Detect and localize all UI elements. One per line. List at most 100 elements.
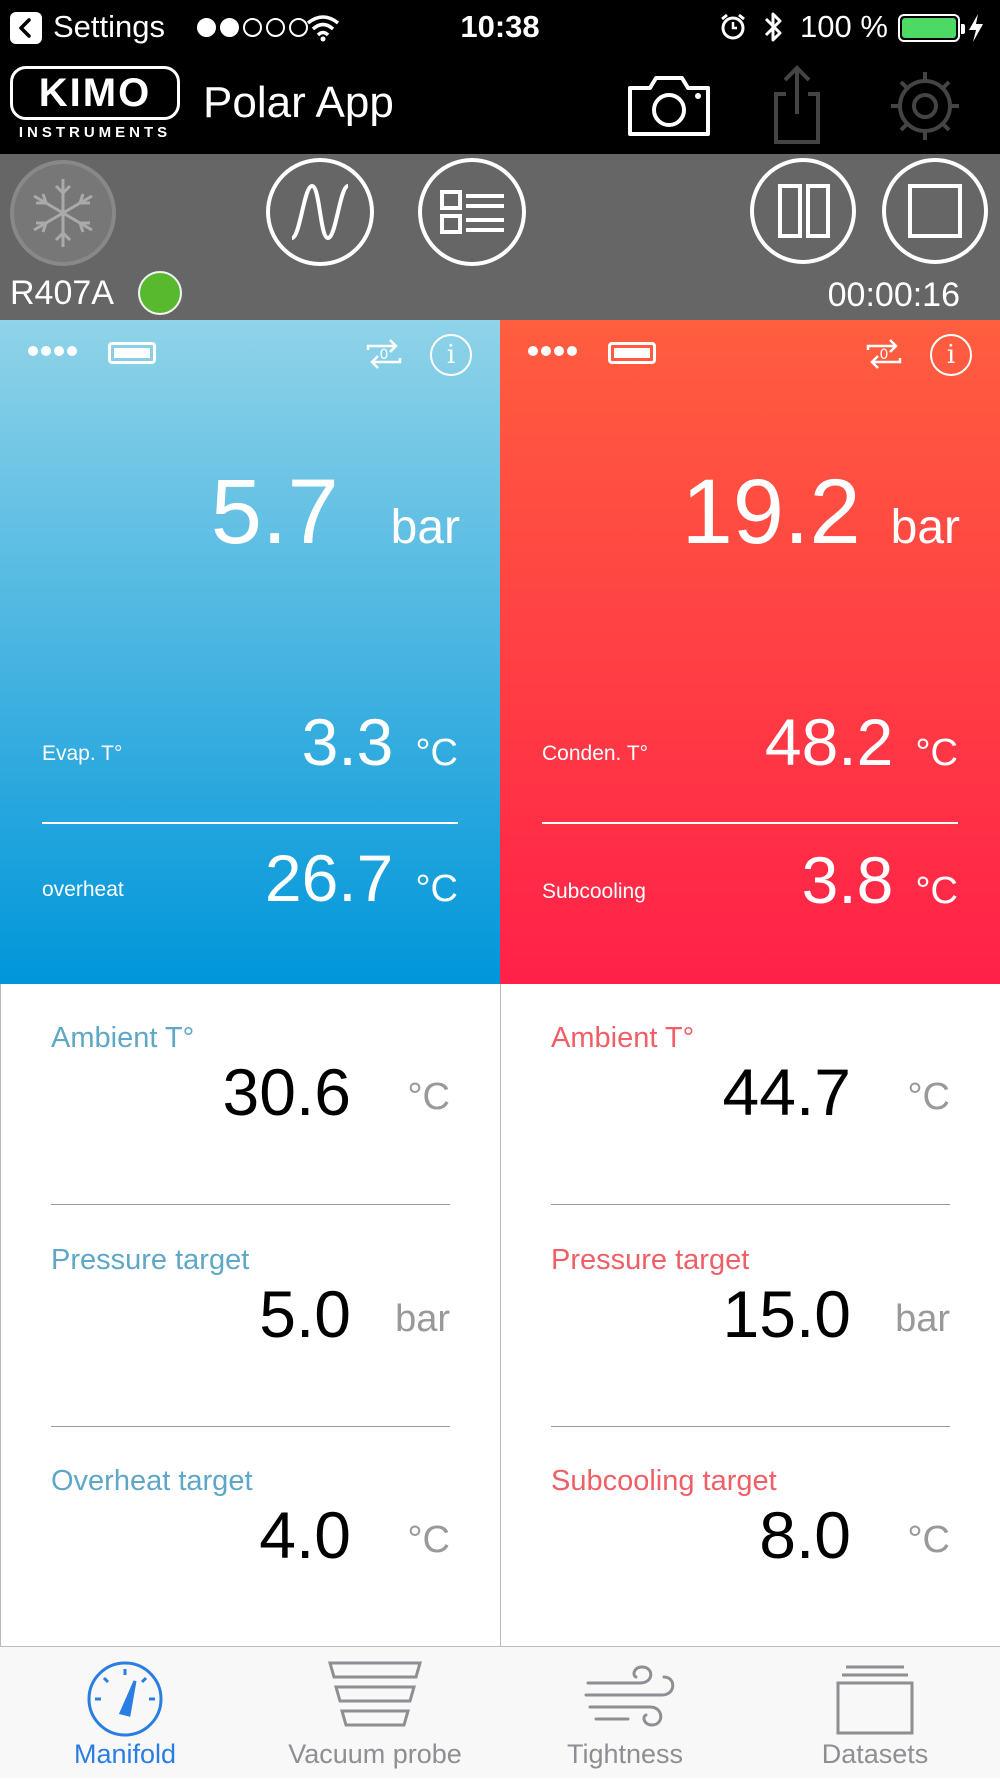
- measurement-toolbar: R407A 00:00:16: [0, 154, 1000, 320]
- low-pressure-panel[interactable]: 0 i 5.7 bar Evap. T° 3.3 °C overheat 26.7 °…: [0, 320, 500, 984]
- zero-reset-icon[interactable]: 0: [362, 334, 406, 374]
- sine-wave-icon: [290, 183, 350, 241]
- ambient-temp-item[interactable]: Ambient T° 44.7 °C: [551, 984, 950, 1184]
- tab-vacuum-probe[interactable]: Vacuum probe: [250, 1647, 500, 1779]
- logo-text: KIMO: [10, 66, 180, 120]
- stop-icon: [908, 184, 962, 238]
- low-side-targets: Ambient T° 30.6 °C Pressure target 5.0 b…: [0, 984, 501, 1646]
- target-label: Pressure target: [551, 1244, 750, 1276]
- vacuum-probe-icon: [328, 1661, 422, 1727]
- share-icon: [774, 65, 820, 144]
- overheat-value: 26.7: [264, 841, 394, 915]
- clock: 10:38: [460, 9, 540, 44]
- target-value: 8.0: [759, 1498, 851, 1572]
- back-to-settings[interactable]: Settings: [53, 9, 166, 44]
- app-title: Polar App: [203, 78, 394, 127]
- zero-reset-icon[interactable]: 0: [862, 334, 906, 374]
- probe-battery-icon: [608, 342, 656, 364]
- bluetooth-icon: [764, 12, 782, 42]
- settings-button[interactable]: [880, 64, 970, 144]
- low-pressure-unit: bar: [390, 501, 460, 554]
- tab-datasets[interactable]: Datasets: [750, 1647, 1000, 1779]
- target-unit: °C: [907, 1076, 950, 1118]
- refrigerant-name: R407A: [10, 274, 114, 312]
- high-pressure-value: 19.2: [681, 461, 861, 563]
- pressure-target-item[interactable]: Pressure target 15.0 bar: [551, 1206, 950, 1406]
- high-pressure-panel[interactable]: 0 i 19.2 bar Conden. T° 48.2 °C Subcooling…: [500, 320, 1000, 984]
- tab-label: Tightness: [566, 1739, 684, 1769]
- datasets-icon: [836, 1665, 914, 1735]
- high-pressure-unit: bar: [890, 501, 960, 554]
- battery-icon: [898, 14, 965, 42]
- alarm-icon: [721, 13, 745, 40]
- camera-icon: [628, 76, 710, 136]
- tab-tightness[interactable]: Tightness: [500, 1647, 750, 1779]
- target-unit: °C: [407, 1519, 450, 1561]
- list-icon: [440, 190, 504, 234]
- overheat-row: overheat 26.7 °C: [42, 836, 458, 916]
- conden-temp-row: Conden. T° 48.2 °C: [542, 700, 958, 780]
- camera-button[interactable]: [624, 64, 714, 144]
- subcooling-value: 3.8: [801, 843, 894, 917]
- low-pressure-reading: 5.7 bar: [211, 460, 460, 565]
- target-value: 44.7: [722, 1055, 851, 1129]
- connection-status-led: [138, 271, 182, 315]
- target-value: 15.0: [722, 1277, 851, 1351]
- high-pressure-reading: 19.2 bar: [682, 460, 960, 565]
- evap-temp-label: Evap. T°: [42, 742, 123, 765]
- overheat-unit: °C: [415, 868, 458, 910]
- tab-label: Manifold: [73, 1739, 177, 1769]
- charging-bolt-icon: [969, 14, 983, 42]
- target-label: Pressure target: [51, 1244, 250, 1276]
- session-timer: 00:00:16: [827, 276, 960, 314]
- divider: [542, 822, 958, 824]
- ambient-temp-item[interactable]: Ambient T° 30.6 °C: [51, 984, 450, 1184]
- divider: [551, 1426, 950, 1427]
- divider: [42, 822, 458, 824]
- share-button[interactable]: [752, 64, 842, 144]
- subcooling-row: Subcooling 3.8 °C: [542, 838, 958, 918]
- divider: [551, 1204, 950, 1205]
- overheat-label: overheat: [42, 878, 124, 901]
- divider: [51, 1204, 450, 1205]
- target-value: 4.0: [259, 1498, 351, 1572]
- conden-temp-label: Conden. T°: [542, 742, 649, 765]
- info-button[interactable]: i: [430, 334, 472, 376]
- gear-icon: [891, 72, 959, 140]
- signal-strength-icon: [197, 13, 308, 41]
- subcooling-target-item[interactable]: Subcooling target 8.0 °C: [551, 1427, 950, 1627]
- probe-signal-icon: [28, 346, 77, 356]
- tab-manifold[interactable]: Manifold: [0, 1647, 250, 1779]
- target-unit: bar: [395, 1298, 450, 1340]
- kimo-logo: KIMO INSTRUMENTS: [10, 66, 180, 144]
- evap-temp-value: 3.3: [301, 705, 394, 779]
- subcooling-unit: °C: [915, 870, 958, 912]
- wind-icon: [584, 1665, 675, 1727]
- probe-battery-icon: [108, 342, 156, 364]
- overheat-target-item[interactable]: Overheat target 4.0 °C: [51, 1427, 450, 1627]
- evap-temp-row: Evap. T° 3.3 °C: [42, 700, 458, 780]
- list-view-button[interactable]: [418, 158, 526, 266]
- subcooling-label: Subcooling: [542, 880, 646, 903]
- target-unit: °C: [407, 1076, 450, 1118]
- pause-button[interactable]: [750, 158, 856, 264]
- target-label: Ambient T°: [551, 1022, 695, 1054]
- zero-reset-label: 0: [380, 347, 389, 363]
- zero-reset-label: 0: [880, 347, 889, 363]
- target-unit: bar: [895, 1298, 950, 1340]
- gauge-icon: [87, 1661, 163, 1737]
- back-arrow-icon[interactable]: [10, 12, 42, 44]
- divider: [51, 1426, 450, 1427]
- logo-subtitle: INSTRUMENTS: [18, 124, 172, 141]
- pressure-target-item[interactable]: Pressure target 5.0 bar: [51, 1206, 450, 1406]
- target-label: Overheat target: [51, 1465, 253, 1497]
- target-label: Subcooling target: [551, 1465, 777, 1497]
- tab-bar: Manifold Vacuum probe Tightness: [0, 1646, 1000, 1778]
- target-value: 5.0: [259, 1277, 351, 1351]
- info-button[interactable]: i: [930, 334, 972, 376]
- curve-view-button[interactable]: [266, 158, 374, 266]
- refrigerant-button[interactable]: [10, 160, 116, 266]
- wifi-icon: [306, 15, 340, 42]
- stop-button[interactable]: [882, 158, 988, 264]
- battery-percentage: 100 %: [800, 9, 888, 44]
